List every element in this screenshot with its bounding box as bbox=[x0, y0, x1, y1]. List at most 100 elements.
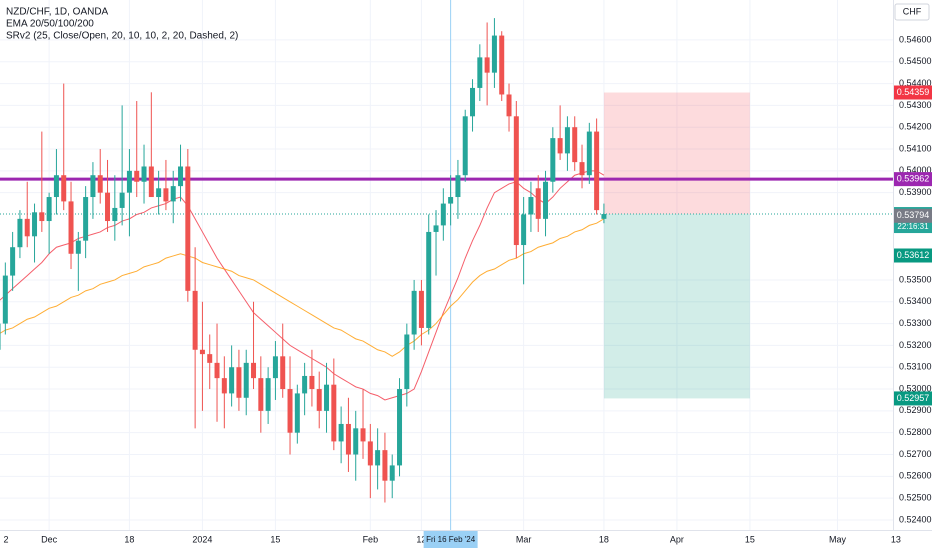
countdown-label: 22:16:31 bbox=[897, 222, 929, 231]
candle-body bbox=[156, 188, 162, 198]
candle-body bbox=[404, 334, 410, 390]
candle-body bbox=[521, 214, 527, 246]
candle-body bbox=[83, 197, 89, 241]
candle-body bbox=[251, 362, 257, 379]
price-tag bbox=[894, 172, 932, 187]
x-tick-label: Mar bbox=[516, 534, 532, 544]
candle-body bbox=[236, 367, 242, 398]
candle-body bbox=[0, 323, 1, 350]
candle-body bbox=[528, 197, 534, 215]
y-tick-label: 0.54400 bbox=[899, 78, 932, 88]
candle-body bbox=[134, 170, 140, 182]
candle-body bbox=[543, 181, 549, 219]
candle-body bbox=[550, 138, 556, 182]
candle-body bbox=[389, 465, 395, 481]
x-tick-label: 2 bbox=[3, 534, 8, 544]
y-tick-label: 0.53400 bbox=[899, 296, 932, 306]
currency-label[interactable]: CHF bbox=[903, 6, 922, 16]
price-tag-label: 0.53962 bbox=[897, 174, 930, 184]
candle-body bbox=[426, 231, 432, 328]
candle-body bbox=[470, 87, 476, 117]
x-tick-label: 12 bbox=[416, 534, 426, 544]
candle-body bbox=[243, 362, 249, 398]
y-tick-label: 0.52500 bbox=[899, 493, 932, 503]
y-tick-label: 0.52900 bbox=[899, 405, 932, 415]
price-tag bbox=[894, 208, 932, 223]
candle-body bbox=[477, 57, 483, 88]
candle-body bbox=[32, 212, 38, 237]
candle-body bbox=[499, 35, 505, 95]
candle-body bbox=[316, 389, 322, 411]
y-tick-label: 0.54000 bbox=[899, 165, 932, 175]
candle-body bbox=[338, 423, 344, 442]
candle-body bbox=[119, 192, 125, 208]
candle-body bbox=[170, 186, 176, 202]
y-tick-label: 0.54100 bbox=[899, 143, 932, 153]
candle-body bbox=[178, 166, 184, 187]
y-tick-label: 0.52700 bbox=[899, 449, 932, 459]
candle-body bbox=[112, 207, 118, 222]
stop-zone bbox=[603, 92, 750, 215]
candle-body bbox=[572, 127, 578, 163]
y-tick-label: 0.53900 bbox=[899, 187, 932, 197]
x-tick-label: 2024 bbox=[192, 534, 212, 544]
candle-body bbox=[309, 375, 315, 390]
candle-body bbox=[418, 290, 424, 328]
candle-body bbox=[324, 384, 330, 411]
crosshair-box bbox=[423, 531, 478, 548]
candle-body bbox=[229, 367, 235, 394]
candle-body bbox=[367, 441, 373, 466]
candle-body bbox=[221, 378, 227, 394]
candle-body bbox=[53, 175, 59, 198]
candle-body bbox=[192, 290, 198, 350]
y-tick-label: 0.53100 bbox=[899, 362, 932, 372]
y-tick-label: 0.54600 bbox=[899, 34, 932, 44]
candle-body bbox=[586, 131, 592, 176]
indicator-label: EMA 20/50/100/200 bbox=[6, 19, 94, 30]
target-zone bbox=[603, 214, 750, 399]
candle-body bbox=[75, 240, 81, 254]
candle-body bbox=[61, 175, 67, 202]
candle-body bbox=[207, 354, 213, 363]
chart-title: NZD/CHF, 1D, OANDA bbox=[6, 7, 109, 18]
candle-body bbox=[302, 375, 308, 394]
x-tick-label: May bbox=[829, 534, 847, 544]
candle-body bbox=[397, 389, 403, 466]
y-tick-label: 0.53000 bbox=[899, 383, 932, 393]
candle-body bbox=[375, 450, 381, 466]
y-tick-label: 0.54500 bbox=[899, 56, 932, 66]
currency-box[interactable] bbox=[894, 3, 930, 21]
candle-body bbox=[2, 275, 8, 324]
x-tick-label: Dec bbox=[41, 534, 58, 544]
candle-body bbox=[214, 362, 220, 379]
y-tick-label: 0.54300 bbox=[899, 100, 932, 110]
candle-body bbox=[382, 450, 388, 481]
price-tag bbox=[894, 391, 932, 406]
x-tick-label: Feb bbox=[363, 534, 379, 544]
candle-body bbox=[557, 138, 563, 154]
candle-body bbox=[68, 201, 74, 254]
candle-body bbox=[601, 214, 607, 219]
y-tick-label: 0.52800 bbox=[899, 427, 932, 437]
candle-body bbox=[448, 197, 454, 204]
price-tag-label: 0.52957 bbox=[897, 393, 930, 403]
candle-body bbox=[24, 218, 30, 237]
candle-body bbox=[39, 212, 45, 222]
y-tick-label: 0.52400 bbox=[899, 514, 932, 524]
candle-body bbox=[97, 175, 103, 193]
candle-body bbox=[433, 225, 439, 232]
candle-body bbox=[272, 356, 278, 379]
candle-body bbox=[360, 428, 366, 442]
price-tag-label: 0.54359 bbox=[897, 87, 930, 97]
ema-line bbox=[0, 170, 605, 401]
candle-body bbox=[579, 162, 585, 176]
candle-body bbox=[440, 203, 446, 226]
candle-body bbox=[199, 349, 205, 355]
x-tick-label: Apr bbox=[670, 534, 684, 544]
candle-body bbox=[141, 166, 147, 182]
price-tag bbox=[894, 85, 932, 100]
candle-body bbox=[10, 247, 16, 276]
crosshair-label: Fri 16 Feb '24 bbox=[426, 535, 476, 544]
